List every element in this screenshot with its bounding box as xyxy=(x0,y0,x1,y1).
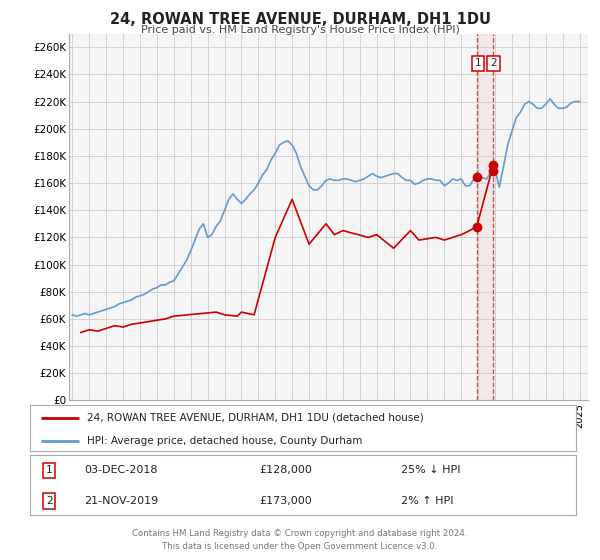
Text: 25% ↓ HPI: 25% ↓ HPI xyxy=(401,465,461,475)
Text: 1: 1 xyxy=(475,58,481,68)
Text: £173,000: £173,000 xyxy=(259,496,312,506)
Text: 2% ↑ HPI: 2% ↑ HPI xyxy=(401,496,454,506)
Text: £128,000: £128,000 xyxy=(259,465,312,475)
Text: 2: 2 xyxy=(490,58,497,68)
Text: 2: 2 xyxy=(46,496,52,506)
Text: 03-DEC-2018: 03-DEC-2018 xyxy=(85,465,158,475)
Text: This data is licensed under the Open Government Licence v3.0.: This data is licensed under the Open Gov… xyxy=(163,542,437,550)
Text: Price paid vs. HM Land Registry's House Price Index (HPI): Price paid vs. HM Land Registry's House … xyxy=(140,25,460,35)
Text: 21-NOV-2019: 21-NOV-2019 xyxy=(85,496,159,506)
Text: 1: 1 xyxy=(46,465,52,475)
Text: 24, ROWAN TREE AVENUE, DURHAM, DH1 1DU (detached house): 24, ROWAN TREE AVENUE, DURHAM, DH1 1DU (… xyxy=(88,413,424,423)
Text: Contains HM Land Registry data © Crown copyright and database right 2024.: Contains HM Land Registry data © Crown c… xyxy=(132,529,468,538)
Text: HPI: Average price, detached house, County Durham: HPI: Average price, detached house, Coun… xyxy=(88,436,363,446)
Bar xyxy=(477,34,493,400)
Text: 24, ROWAN TREE AVENUE, DURHAM, DH1 1DU: 24, ROWAN TREE AVENUE, DURHAM, DH1 1DU xyxy=(110,12,491,27)
